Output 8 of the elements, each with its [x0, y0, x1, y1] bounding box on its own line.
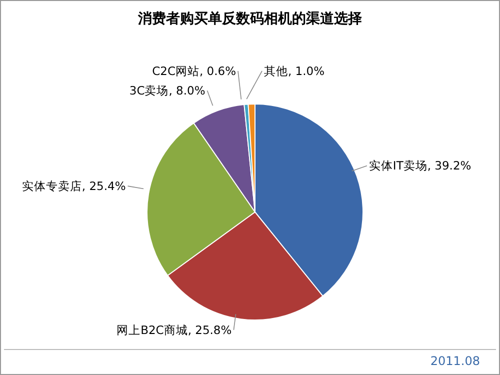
- slice-label: C2C网站, 0.6%: [152, 64, 236, 78]
- slice-label: 实体专卖店, 25.4%: [22, 179, 126, 194]
- text: 2011.08: [430, 354, 480, 368]
- slice-label: 其他, 1.0%: [264, 64, 325, 78]
- slice-label: 3C卖场, 8.0%: [129, 84, 206, 98]
- slice-label: 实体IT卖场, 39.2%: [368, 158, 472, 173]
- chart-title: 消费者购买单反数码相机的渠道选择: [137, 10, 363, 28]
- slice-label: 网上B2C商城, 25.8%: [116, 322, 232, 337]
